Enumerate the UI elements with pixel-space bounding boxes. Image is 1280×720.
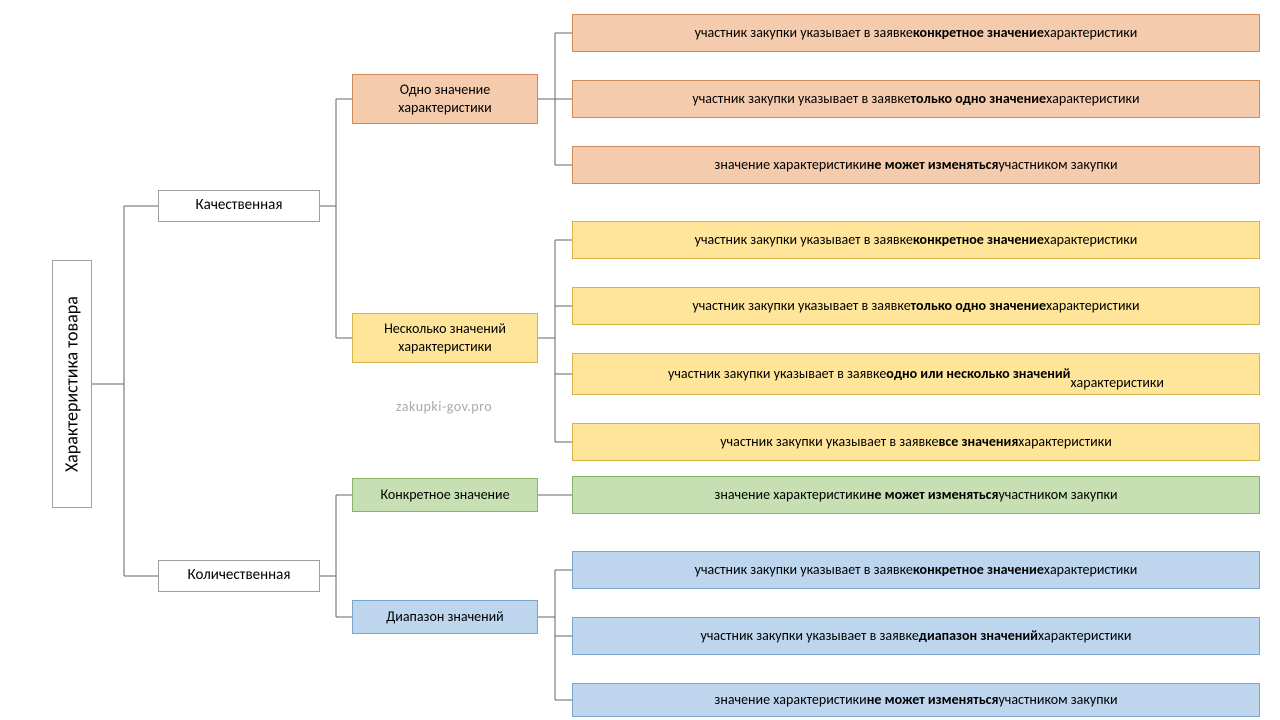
node-range: Диапазон значений [352,600,538,634]
node-many: Несколько значенийхарактеристики [352,313,538,363]
node-oC: значение характеристики не может изменят… [572,146,1260,184]
node-one: Одно значениехарактеристики [352,74,538,124]
node-rB: участник закупки указывает в заявке диап… [572,617,1260,655]
node-oB: участник закупки указывает в заявке толь… [572,80,1260,118]
node-concr: Конкретное значение [352,478,538,512]
node-mB: участник закупки указывает в заявке толь… [572,287,1260,325]
node-mA: участник закупки указывает в заявке конк… [572,221,1260,259]
node-cA: значение характеристики не может изменят… [572,476,1260,514]
node-rA: участник закупки указывает в заявке конк… [572,551,1260,589]
node-root: Характеристика товара [52,260,92,508]
node-mC: участник закупки указывает в заявке одно… [572,353,1260,395]
node-oA: участник закупки указывает в заявке конк… [572,14,1260,52]
node-mD: участник закупки указывает в заявке все … [572,423,1260,461]
node-quant: Количественная [158,560,320,592]
node-rC: значение характеристики не может изменят… [572,683,1260,717]
watermark: zakupki-gov.pro [396,398,492,415]
node-qual: Качественная [158,190,320,222]
